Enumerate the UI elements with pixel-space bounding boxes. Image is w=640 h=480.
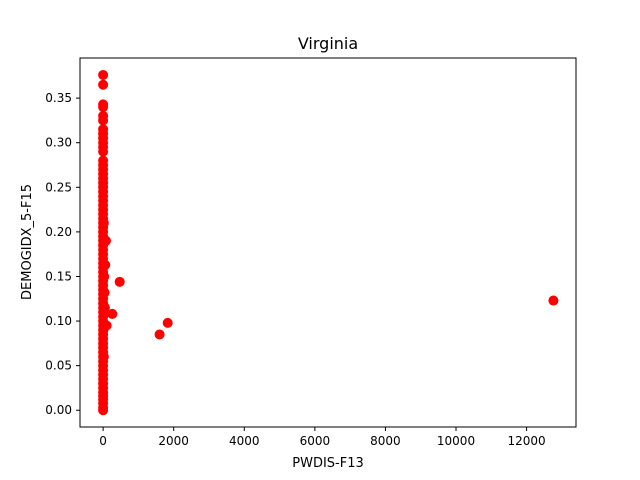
data-point [98,124,109,135]
y-tick-label: 0.25 [45,180,72,194]
data-point [162,317,173,328]
data-point [114,276,125,287]
x-axis-label: PWDIS-F13 [292,456,364,471]
x-tick-label: 6000 [300,434,331,448]
data-point [100,235,111,246]
data-point [107,308,118,319]
y-axis-label: DEMOGIDX_5-F15 [20,184,35,300]
y-tick-label: 0.10 [45,314,72,328]
y-tick-label: 0.20 [45,225,72,239]
data-point [101,320,112,331]
x-tick-label: 8000 [370,434,401,448]
data-point [98,79,109,90]
data-point [98,99,109,110]
y-tick-label: 0.15 [45,269,72,283]
x-tick-label: 10000 [437,434,475,448]
data-point [100,259,111,270]
data-point [98,110,109,121]
data-point [98,217,109,228]
data-point [99,302,110,313]
data-point [154,329,165,340]
data-point [98,155,109,166]
x-tick-label: 0 [99,434,107,448]
plot-frame [79,57,577,428]
x-tick-label: 2000 [158,434,189,448]
y-tick-label: 0.05 [45,359,72,373]
y-tick-label: 0.35 [45,91,72,105]
data-point [99,271,110,282]
data-point [548,295,559,306]
data-point [98,69,109,80]
ticks-layer: 0 2000 4000 6000 8000 10000 12000 0.00 0.05 0.10 0… [45,91,545,448]
x-tick-label: 12000 [508,434,546,448]
chart-title: Virginia [298,34,358,53]
data-point [99,287,110,298]
y-tick-label: 0.00 [45,403,72,417]
data-point [98,351,109,362]
y-tick-label: 0.30 [45,136,72,150]
points-layer [98,69,559,416]
x-tick-label: 4000 [229,434,260,448]
